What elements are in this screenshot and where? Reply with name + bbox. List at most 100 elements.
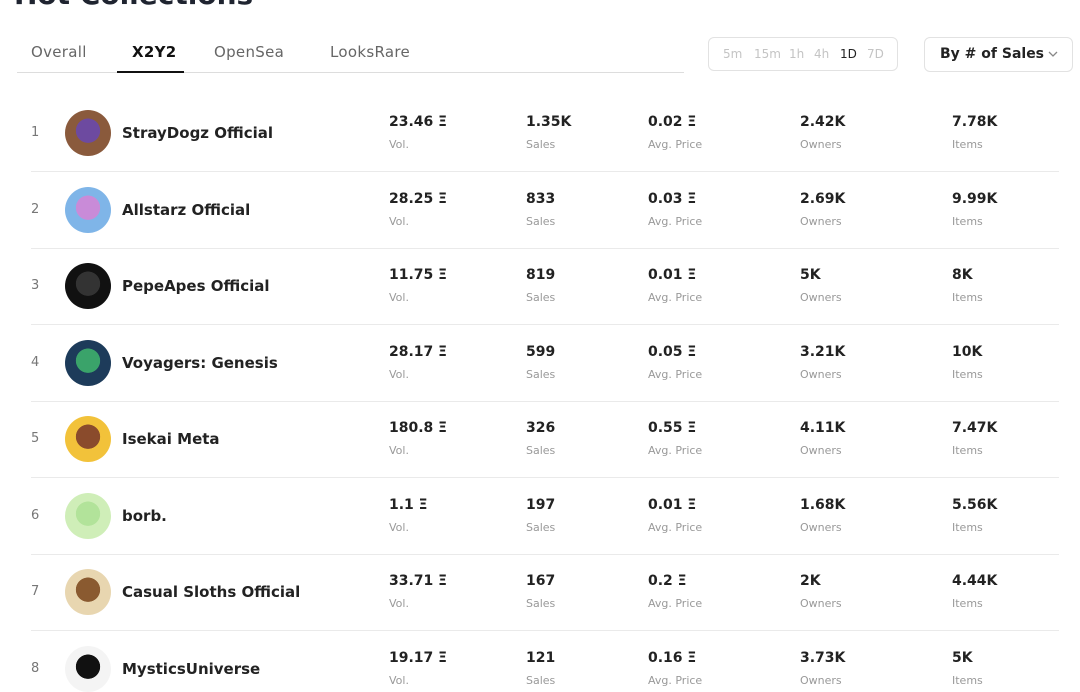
collection-name[interactable]: Voyagers: Genesis <box>122 353 278 372</box>
stat-label: Sales <box>526 291 556 304</box>
stat-label: Avg. Price <box>648 291 703 304</box>
stat-value: 0.03 Ξ <box>648 190 697 207</box>
row-divider <box>31 247 1059 249</box>
rank: 4 <box>31 354 40 370</box>
sort-dropdown[interactable] <box>924 37 1073 72</box>
tab-underline <box>117 71 184 73</box>
collection-name[interactable]: Isekai Meta <box>122 430 220 448</box>
stat-value: 9.99K <box>952 190 998 207</box>
stat-value: 7.47K <box>952 420 998 436</box>
stat-value: 121 <box>526 649 556 666</box>
stat-value: 1.35K <box>526 114 572 130</box>
stat-label: Avg. Price <box>648 214 703 228</box>
stat-value: 3.73K <box>800 649 846 666</box>
page-title: Hot Collections <box>14 0 253 11</box>
row-divider <box>31 324 1059 325</box>
stat-value: 0.2 Ξ <box>648 573 687 589</box>
stat-label: Owners <box>800 138 842 151</box>
avatar <box>65 339 111 386</box>
collection-name[interactable]: Casual Sloths Official <box>122 583 301 601</box>
row-divider <box>31 477 1059 478</box>
stat-value: 0.01 Ξ <box>648 496 697 513</box>
tab[interactable]: LooksRare <box>330 43 410 61</box>
stat-label: Vol. <box>389 520 409 534</box>
stat-value: 167 <box>526 573 556 589</box>
stat-label: Sales <box>526 673 556 687</box>
stat-value: 0.01 Ξ <box>648 267 697 283</box>
stat-value: 8K <box>952 267 973 283</box>
avatar <box>65 263 111 309</box>
row-divider <box>31 630 1059 631</box>
time-filter[interactable]: 1h <box>789 47 805 61</box>
row-divider <box>31 553 1059 555</box>
stat-value: 2.69K <box>800 190 846 207</box>
stat-label: Vol. <box>389 673 409 687</box>
tab[interactable]: X2Y2 <box>132 43 177 61</box>
collection-name[interactable]: PepeApes Official <box>122 277 270 295</box>
avatar <box>65 110 111 156</box>
stat-label: Vol. <box>389 597 409 610</box>
time-filter[interactable]: 5m <box>723 47 743 61</box>
avatar <box>65 416 111 462</box>
time-filter-box <box>708 37 898 71</box>
tab[interactable]: OpenSea <box>214 43 285 61</box>
stat-label: Avg. Price <box>648 673 703 687</box>
avatar <box>65 492 111 539</box>
time-filter[interactable]: 1D <box>840 47 857 61</box>
stat-value: 28.17 Ξ <box>389 343 448 360</box>
collection-name[interactable]: MysticsUniverse <box>122 659 261 678</box>
rank: 3 <box>31 278 40 293</box>
stat-label: Items <box>952 291 983 304</box>
sort-label[interactable]: By # of Sales <box>940 46 1045 62</box>
chevron-icon <box>1048 51 1058 57</box>
stat-value: 2K <box>800 573 821 589</box>
stat-label: Items <box>952 138 983 151</box>
stat-label: Owners <box>800 673 842 687</box>
stat-label: Avg. Price <box>648 367 703 381</box>
stat-label: Avg. Price <box>648 520 703 534</box>
stat-value: 4.11K <box>800 420 846 436</box>
stat-value: 0.16 Ξ <box>648 649 697 666</box>
stat-value: 5K <box>952 649 973 666</box>
stat-value: 3.21K <box>800 343 846 360</box>
stat-label: Owners <box>800 214 842 228</box>
stat-label: Sales <box>526 138 556 151</box>
stat-value: 5.56K <box>952 496 998 513</box>
avatar <box>65 645 111 692</box>
stat-label: Vol. <box>389 367 409 381</box>
stat-value: 599 <box>526 343 556 360</box>
stat-value: 833 <box>526 190 556 207</box>
stat-label: Sales <box>526 214 556 228</box>
tab[interactable]: Overall <box>31 43 87 61</box>
stat-label: Vol. <box>389 138 409 151</box>
page: Hot Collections By # of Sales (() => { c… <box>14 0 1073 692</box>
stat-label: Items <box>952 673 983 687</box>
stat-value: 11.75 Ξ <box>389 267 448 283</box>
stat-value: 197 <box>526 496 556 513</box>
stat-label: Avg. Price <box>648 597 703 610</box>
stat-value: 5K <box>800 267 821 283</box>
rank: 7 <box>31 584 40 599</box>
stat-value: 4.44K <box>952 573 998 589</box>
stat-value: 19.17 Ξ <box>389 649 448 666</box>
stat-label: Sales <box>526 520 556 534</box>
stat-label: Sales <box>526 444 556 457</box>
stat-label: Avg. Price <box>648 444 703 457</box>
stat-value: 1.1 Ξ <box>389 496 428 513</box>
collection-name[interactable]: StrayDogz Official <box>122 124 274 142</box>
time-filter[interactable]: 15m <box>754 47 781 61</box>
stat-value: 7.78K <box>952 114 998 130</box>
stat-value: 1.68K <box>800 496 846 513</box>
stat-value: 33.71 Ξ <box>389 573 448 589</box>
stat-label: Owners <box>800 367 842 381</box>
time-filter[interactable]: 7D <box>867 47 884 61</box>
stat-value: 2.42K <box>800 114 846 130</box>
row-divider <box>31 400 1059 402</box>
collection-name[interactable]: Allstarz Official <box>122 200 251 219</box>
stat-label: Avg. Price <box>648 138 703 151</box>
stat-label: Sales <box>526 367 556 381</box>
collection-name[interactable]: borb. <box>122 506 167 525</box>
stat-value: 0.02 Ξ <box>648 114 697 130</box>
time-filter[interactable]: 4h <box>814 47 830 61</box>
avatar <box>65 186 111 233</box>
